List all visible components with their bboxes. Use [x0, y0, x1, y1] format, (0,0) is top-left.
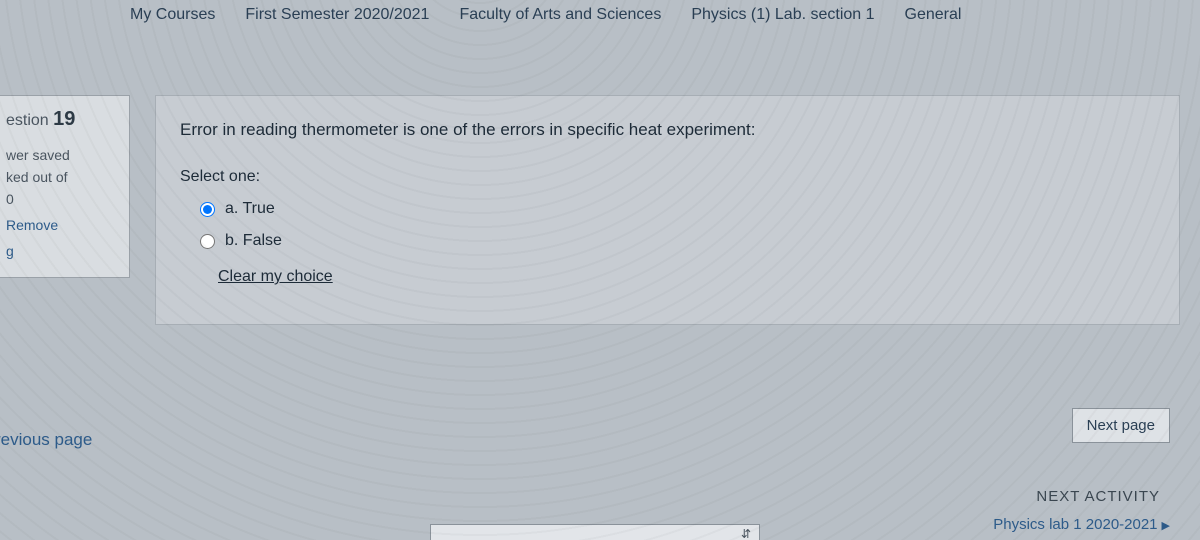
marked-out-of-value: 0 — [6, 191, 121, 207]
jump-to-select[interactable]: ⇵ — [430, 524, 760, 540]
breadcrumb-course[interactable]: Physics (1) Lab. section 1 — [691, 6, 874, 24]
breadcrumb-section[interactable]: General — [905, 6, 962, 24]
flag-trailing: g — [6, 243, 121, 259]
question-text: Error in reading thermometer is one of t… — [180, 120, 1155, 140]
answer-saved-status: wer saved — [6, 147, 121, 163]
option-a-label: a. True — [225, 200, 275, 218]
option-a-radio[interactable] — [200, 202, 215, 217]
option-b[interactable]: b. False — [200, 232, 1155, 250]
next-page-button[interactable]: Next page — [1072, 408, 1170, 443]
marked-out-of-label: ked out of — [6, 169, 121, 185]
question-info-panel: estion 19 wer saved ked out of 0 Remove … — [0, 95, 130, 278]
option-b-radio[interactable] — [200, 234, 215, 249]
chevron-right-icon: ▶ — [1162, 520, 1170, 532]
breadcrumb-semester[interactable]: First Semester 2020/2021 — [245, 6, 429, 24]
remove-flag-link[interactable]: Remove — [6, 217, 121, 233]
previous-page-link[interactable]: revious page — [0, 430, 92, 450]
select-one-label: Select one: — [180, 168, 1155, 186]
option-a[interactable]: a. True — [200, 200, 1155, 218]
next-activity-label: NEXT ACTIVITY — [1036, 488, 1160, 505]
clear-choice-link[interactable]: Clear my choice — [218, 268, 333, 286]
breadcrumb-faculty[interactable]: Faculty of Arts and Sciences — [459, 6, 661, 24]
question-content-panel: Error in reading thermometer is one of t… — [155, 95, 1180, 325]
breadcrumb: My Courses First Semester 2020/2021 Facu… — [0, 0, 1200, 30]
options-group: a. True b. False — [200, 200, 1155, 250]
question-number: estion 19 — [6, 108, 121, 131]
updown-icon: ⇵ — [741, 528, 751, 540]
breadcrumb-courses[interactable]: My Courses — [130, 6, 215, 24]
next-activity-link[interactable]: Physics lab 1 2020-2021▶ — [993, 516, 1170, 533]
option-b-label: b. False — [225, 232, 282, 250]
